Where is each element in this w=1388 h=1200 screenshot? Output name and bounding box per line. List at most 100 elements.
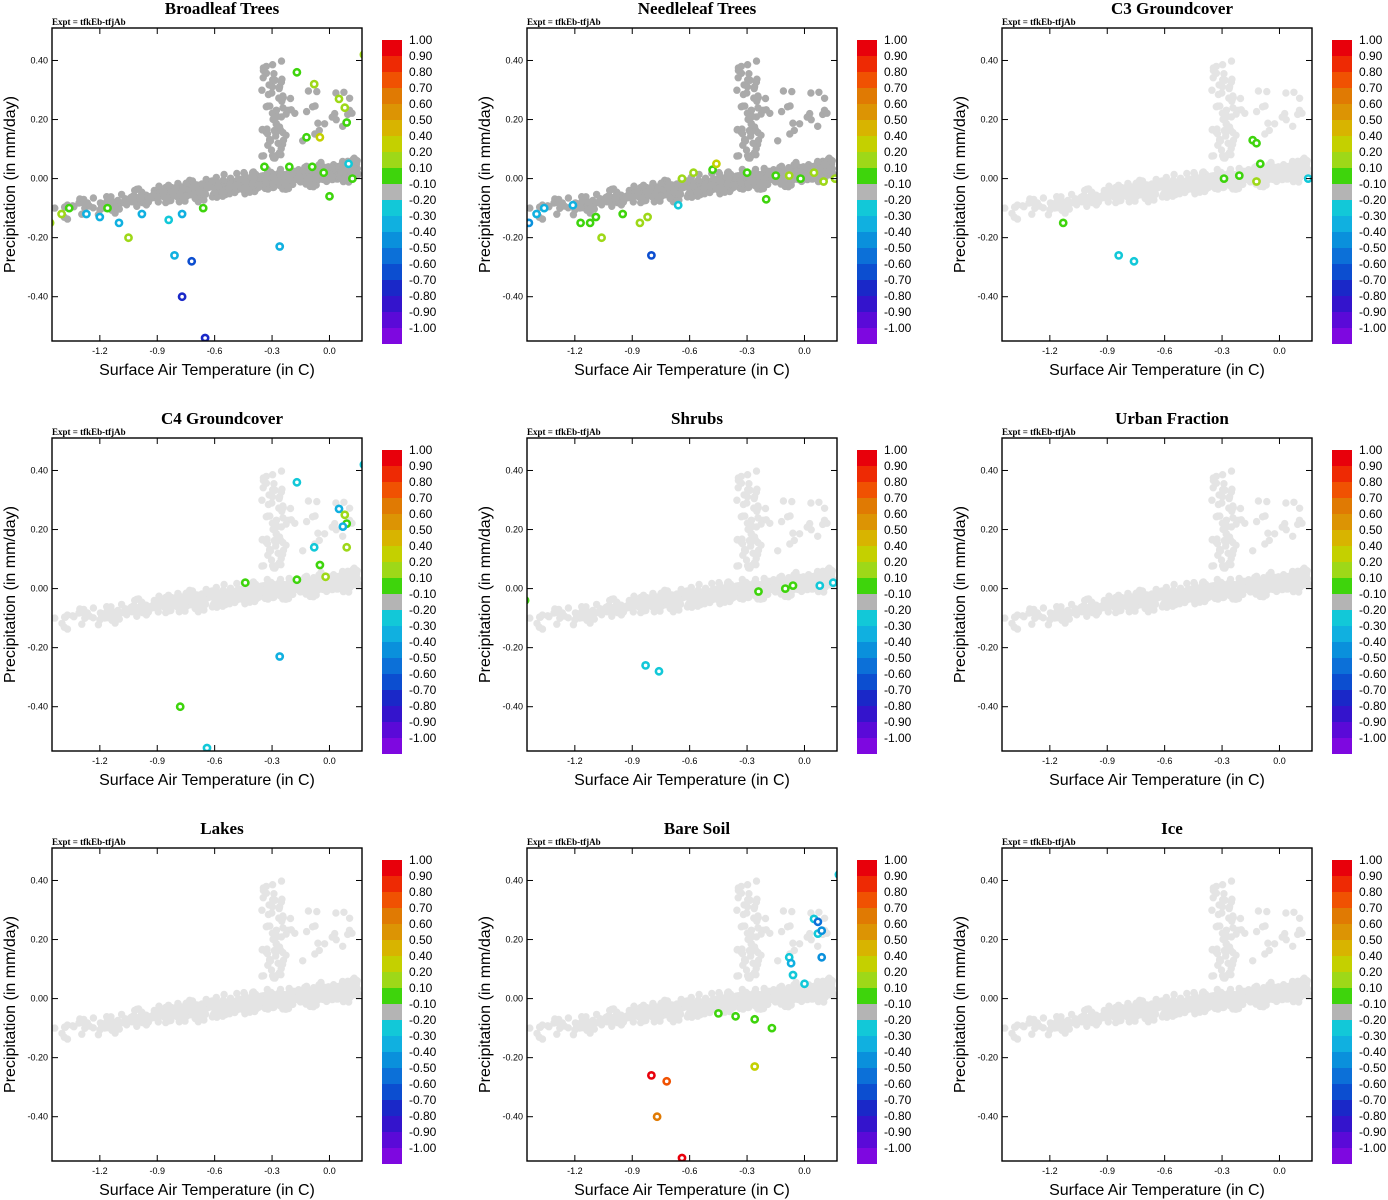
background-point [332,115,340,124]
highlight-point [334,504,344,514]
background-point [815,88,823,97]
colorbar-swatch [382,56,402,72]
background-point [789,529,797,537]
background-point [1160,188,1169,196]
background-point [1254,87,1263,95]
background-point [706,598,714,607]
background-point [1290,167,1299,176]
background-point [737,179,745,187]
background-point [232,180,240,189]
background-point [729,591,737,599]
colorbar-swatch [382,706,402,722]
background-point [813,532,822,540]
background-point [639,181,648,190]
background-point [747,119,755,128]
background-point [172,184,180,193]
panel-title: Urban Fraction [1115,409,1229,428]
background-point [741,547,750,555]
background-point [771,586,779,594]
background-point [89,604,98,612]
point-layer [527,57,837,260]
colorbar-swatch [382,498,402,514]
background-point [258,126,266,134]
highlight-point [275,242,285,251]
background-point [242,588,250,596]
point-layer [52,50,362,341]
y-tick-label: 0.40 [980,55,998,65]
background-point [63,215,72,223]
highlight-point [342,542,352,552]
background-point [779,497,788,505]
background-point [272,106,280,115]
background-point [1030,609,1039,617]
background-point [733,126,741,134]
colorbar-swatch [1332,152,1352,168]
background-point [80,199,89,207]
background-point [564,604,573,612]
background-point [639,591,648,599]
background-point [784,573,793,582]
colorbar-swatch [857,450,877,466]
background-point [304,87,313,95]
background-point [350,577,358,585]
y-tick-label: -0.20 [502,643,523,653]
colorbar-swatch [382,184,402,200]
background-point [60,613,69,621]
highlight-point [315,132,325,142]
background-point [200,190,208,198]
highlight-point [796,174,805,183]
background-point [1213,130,1222,138]
background-point [619,198,628,206]
colorbar-label: 0.80 [884,475,908,489]
background-point [291,519,299,527]
y-tick-label: -0.40 [977,292,998,302]
highlight-point [788,581,798,590]
background-point [1229,94,1238,102]
colorbar-label: 0.60 [1359,97,1383,111]
colorbar-swatch [857,722,877,738]
x-tick-label: -1.2 [1042,346,1058,356]
y-tick-label: 0.40 [505,55,523,65]
highlight-point [175,702,185,712]
plot-frame [526,27,838,342]
background-point [564,194,573,202]
background-point [206,183,214,191]
colorbar-swatch [1332,56,1352,72]
background-point [754,504,762,512]
background-point [89,194,98,202]
background-point [147,192,156,200]
colorbar-label: 0.60 [409,97,433,111]
colorbar-swatch [1332,104,1352,120]
colorbar-label: -0.90 [884,715,912,729]
highlight-point [95,212,105,222]
highlight-point [292,575,302,585]
colorbar-swatch [857,578,877,594]
background-point [825,167,833,175]
background-point [165,607,173,615]
background-point [291,109,299,118]
background-point [262,512,270,521]
highlight-point [1129,256,1139,266]
highlight-point [200,333,210,341]
colorbar-label: 0.80 [409,65,433,79]
y-tick-label: -0.20 [27,643,48,653]
background-point [673,590,681,598]
background-point [1267,158,1275,167]
background-point [1216,137,1225,145]
background-point [747,529,755,538]
background-point [748,522,756,531]
background-point [1087,192,1095,200]
background-point [675,190,683,198]
background-point [577,204,585,212]
background-point [147,602,156,610]
background-point [263,540,272,548]
colorbar-swatch [1332,328,1352,344]
background-point [1252,107,1261,116]
expt-label: Expt = tfkEb-tfjAb [1002,427,1076,437]
highlight-point [754,587,763,596]
background-point [275,149,284,157]
highlight-point [819,177,828,186]
colorbar-label: 0.90 [1359,49,1383,63]
background-point [664,589,672,597]
x-tick-label: -0.3 [264,346,280,356]
